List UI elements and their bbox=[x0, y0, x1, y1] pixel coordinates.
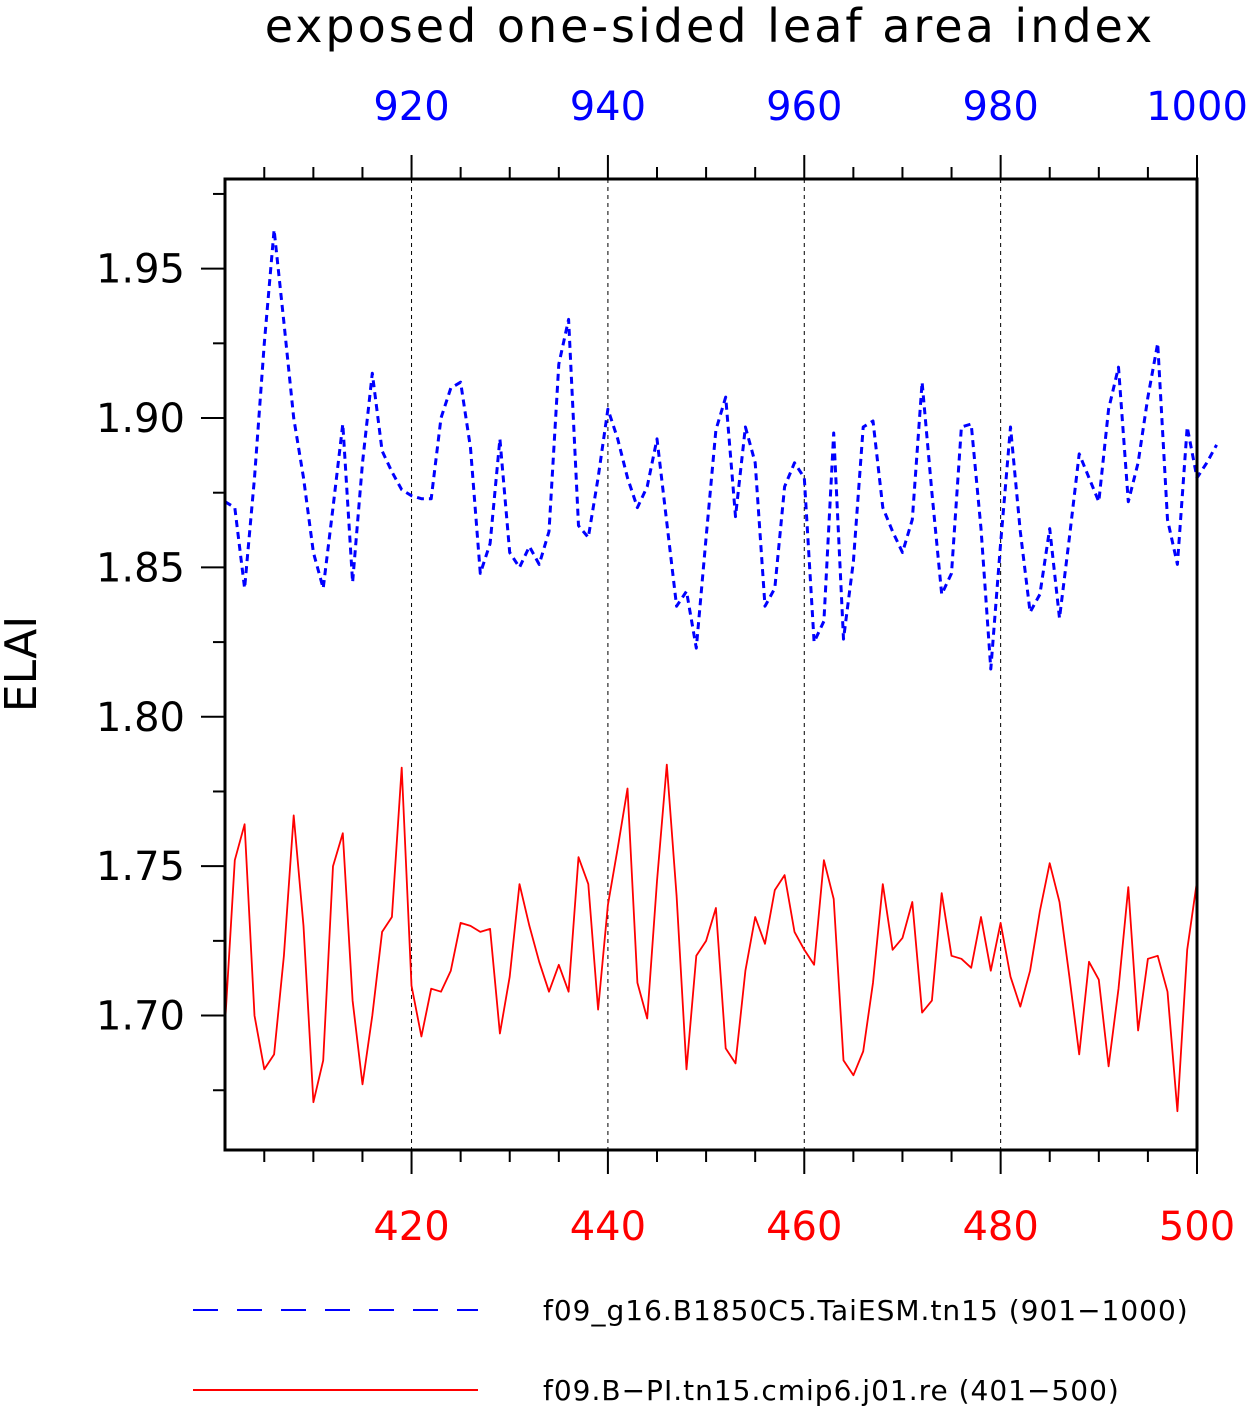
plot-frame bbox=[223, 177, 1199, 1152]
axes bbox=[201, 155, 1199, 1174]
y-tick-label: 1.80 bbox=[96, 695, 185, 741]
legend-label-1: f09_g16.B1850C5.TaiESM.tn15 (901−1000) bbox=[543, 1294, 1189, 1327]
gridlines bbox=[411, 179, 1002, 1150]
y-tick-label: 1.70 bbox=[96, 994, 185, 1040]
bottom-x-tick-label: 440 bbox=[570, 1204, 646, 1250]
top-x-tick-label: 920 bbox=[373, 84, 449, 130]
y-tick-label: 1.85 bbox=[96, 545, 185, 591]
y-tick-label: 1.75 bbox=[96, 844, 185, 890]
top-x-tick-label: 1000 bbox=[1146, 84, 1248, 130]
top-x-tick-label: 960 bbox=[766, 84, 842, 130]
legend-label-2: f09.B−PI.tn15.cmip6.j01.re (401−500) bbox=[543, 1374, 1120, 1407]
tick-labels: 1.70 1.75 1.80 1.85 1.90 1.95 920 940 960 980 1000… bbox=[96, 84, 1248, 1250]
top-x-tick-label: 940 bbox=[570, 84, 646, 130]
y-axis-label: ELAI bbox=[0, 616, 47, 712]
plot-series bbox=[224, 228, 1218, 1113]
legend: f09_g16.B1850C5.TaiESM.tn15 (901−1000) f0… bbox=[193, 1294, 1189, 1407]
series-line-cmip6 bbox=[224, 763, 1198, 1113]
chart-title: exposed one-sided leaf area index bbox=[265, 0, 1156, 53]
top-x-tick-label: 980 bbox=[962, 84, 1038, 130]
y-tick-label: 1.95 bbox=[96, 247, 185, 293]
bottom-x-tick-label: 480 bbox=[962, 1204, 1038, 1250]
bottom-x-tick-label: 460 bbox=[766, 1204, 842, 1250]
bottom-x-tick-label: 420 bbox=[373, 1204, 449, 1250]
series-line-taiesm bbox=[224, 228, 1218, 671]
bottom-x-tick-label: 500 bbox=[1159, 1204, 1235, 1250]
y-tick-label: 1.90 bbox=[96, 396, 185, 442]
